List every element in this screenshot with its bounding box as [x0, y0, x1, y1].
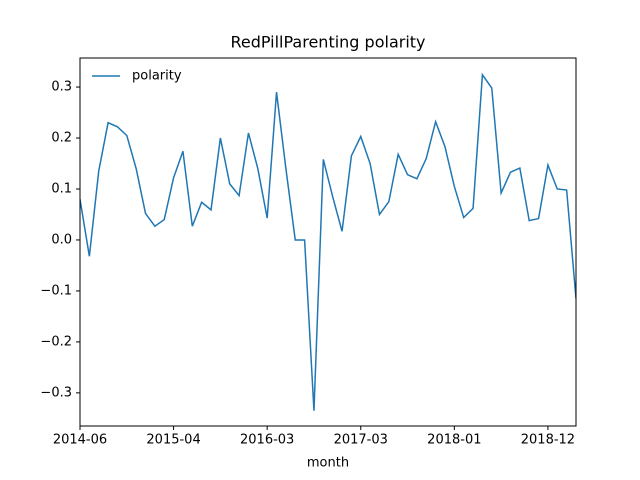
y-tick-label: 0.3	[51, 80, 72, 95]
y-tick-label: −0.1	[40, 283, 72, 298]
y-tick-label: −0.2	[40, 334, 72, 349]
y-tick-label: 0.1	[51, 181, 72, 196]
x-axis-label: month	[307, 456, 349, 471]
plot-frame	[79, 57, 577, 427]
chart-title: RedPillParenting polarity	[230, 33, 425, 52]
y-tick-label: 0.0	[51, 232, 72, 247]
x-tick-label: 2018-12	[521, 433, 575, 448]
x-tick-label: 2016-03	[240, 433, 294, 448]
y-tick-label: 0.2	[51, 131, 72, 146]
x-tick-label: 2014-06	[53, 433, 107, 448]
x-tick-label: 2017-03	[334, 433, 388, 448]
x-tick-label: 2018-01	[427, 433, 481, 448]
y-tick-label: −0.3	[40, 385, 72, 400]
x-tick-label: 2015-04	[146, 433, 200, 448]
data-line	[80, 72, 576, 411]
legend-label: polarity	[132, 69, 182, 84]
